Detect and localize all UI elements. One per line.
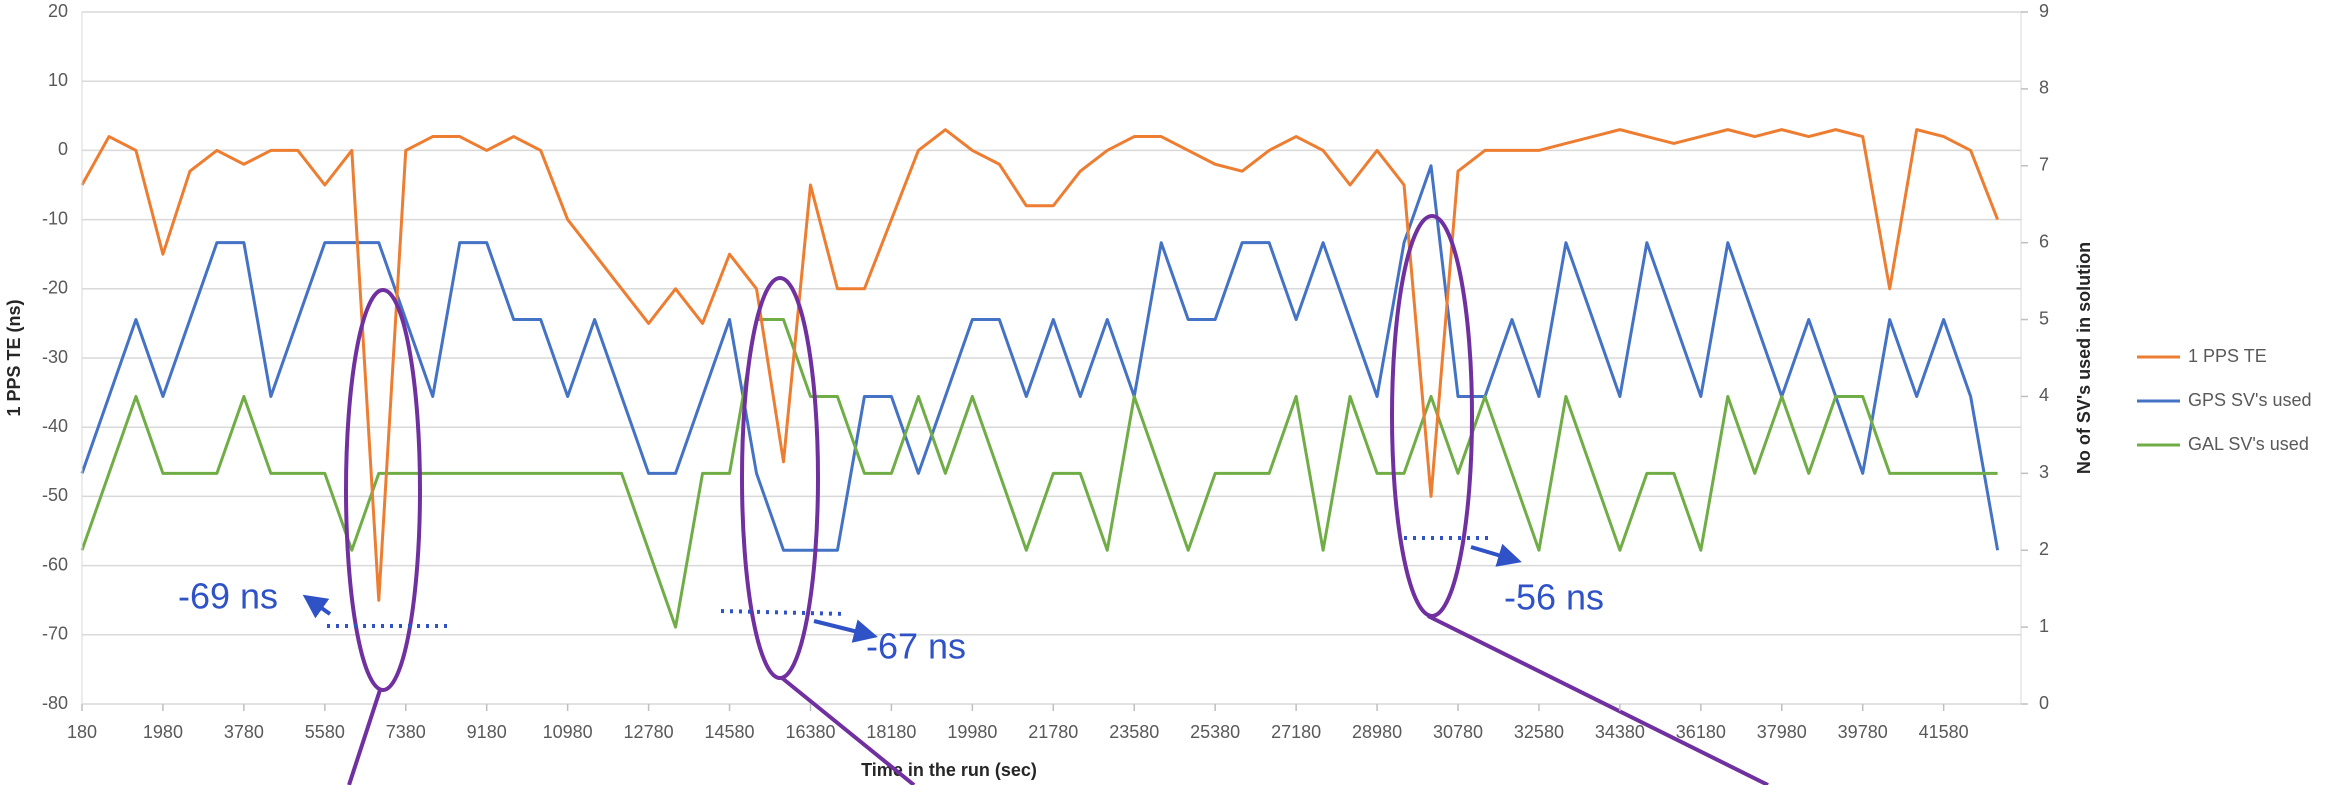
y2-axis-title: No of SV's used in solution — [2074, 242, 2094, 474]
x-tick-label: 3780 — [224, 722, 264, 742]
grid — [82, 11, 2021, 705]
annotation: -67 ns — [866, 626, 966, 667]
x-tick-label: 30780 — [1433, 722, 1483, 742]
callout-line — [780, 676, 916, 785]
y-tick-label: -70 — [42, 624, 68, 644]
y2-tick-label: 2 — [2039, 539, 2049, 559]
x-tick-label: 7380 — [386, 722, 426, 742]
y-axis-title: 1 PPS TE (ns) — [4, 299, 24, 416]
y2-tick-label: 9 — [2039, 1, 2049, 21]
y2-tick-label: 7 — [2039, 155, 2049, 175]
x-tick-label: 16380 — [785, 722, 835, 742]
series-line — [80, 128, 2000, 602]
y-tick-label: -50 — [42, 485, 68, 505]
x-tick-label: 10980 — [543, 722, 593, 742]
series-line — [80, 318, 1998, 629]
annotation: -69 ns — [178, 576, 278, 617]
y2-tick-label: 1 — [2039, 616, 2049, 636]
y2-tick-label: 0 — [2039, 693, 2049, 713]
x-tick-label: 34380 — [1595, 722, 1645, 742]
legend-label: GPS SV's used — [2188, 390, 2312, 410]
y2-tick-label: 4 — [2039, 385, 2049, 405]
x-tick-label: 32580 — [1514, 722, 1564, 742]
arrow — [813, 619, 878, 643]
x-tick-label: 27180 — [1271, 722, 1321, 742]
x-tick-label: 19980 — [947, 722, 997, 742]
callout-line — [1427, 614, 1769, 785]
arrow — [302, 594, 332, 619]
ellipse — [344, 288, 422, 692]
x-tick-label: 12780 — [624, 722, 674, 742]
y-tick-label: -10 — [42, 208, 68, 228]
plot-frame — [81, 11, 2022, 705]
y2-tick-label: 3 — [2039, 462, 2049, 482]
x-tick-label: 9180 — [467, 722, 507, 742]
y-tick-label: 20 — [48, 1, 68, 21]
y-tick-label: -80 — [42, 693, 68, 713]
x-tick-label: 1980 — [143, 722, 183, 742]
series-line — [80, 164, 2000, 552]
legend-label: GAL SV's used — [2188, 434, 2309, 454]
x-tick-label: 25380 — [1190, 722, 1240, 742]
x-tick-label: 23580 — [1109, 722, 1159, 742]
level-markers — [327, 536, 1493, 628]
ellipse — [1390, 214, 1474, 618]
x-tick-label: 5580 — [305, 722, 345, 742]
x-tick-label: 41580 — [1919, 722, 1969, 742]
y-tick-label: -20 — [42, 278, 68, 298]
y2-tick-label: 5 — [2039, 308, 2049, 328]
y-tick-label: -30 — [42, 347, 68, 367]
y2-tick-label: 8 — [2039, 78, 2049, 98]
y2-tick-label: 6 — [2039, 231, 2049, 251]
x-tick-label: 28980 — [1352, 722, 1402, 742]
y-tick-label: -60 — [42, 554, 68, 574]
arrow — [1470, 543, 1522, 567]
x-tick-label: 180 — [67, 722, 97, 742]
annotation: -56 ns — [1504, 577, 1604, 618]
dotted-line — [720, 609, 848, 616]
plot — [80, 128, 2000, 629]
highlight-ellipses — [344, 214, 1769, 785]
legend-label: 1 PPS TE — [2188, 346, 2267, 366]
x-axis-title: Time in the run (sec) — [861, 760, 1037, 780]
x-tick-label: 39780 — [1838, 722, 1888, 742]
x-tick-label: 36180 — [1676, 722, 1726, 742]
arrows — [302, 543, 1522, 643]
y-tick-label: 10 — [48, 70, 68, 90]
x-tick-label: 21780 — [1028, 722, 1078, 742]
y-tick-label: 0 — [58, 139, 68, 159]
x-tick-label: 14580 — [705, 722, 755, 742]
x-tick-label: 18180 — [866, 722, 916, 742]
callout-line — [347, 689, 382, 785]
y-tick-label: -40 — [42, 416, 68, 436]
x-tick-label: 37980 — [1757, 722, 1807, 742]
ellipse — [740, 276, 820, 680]
